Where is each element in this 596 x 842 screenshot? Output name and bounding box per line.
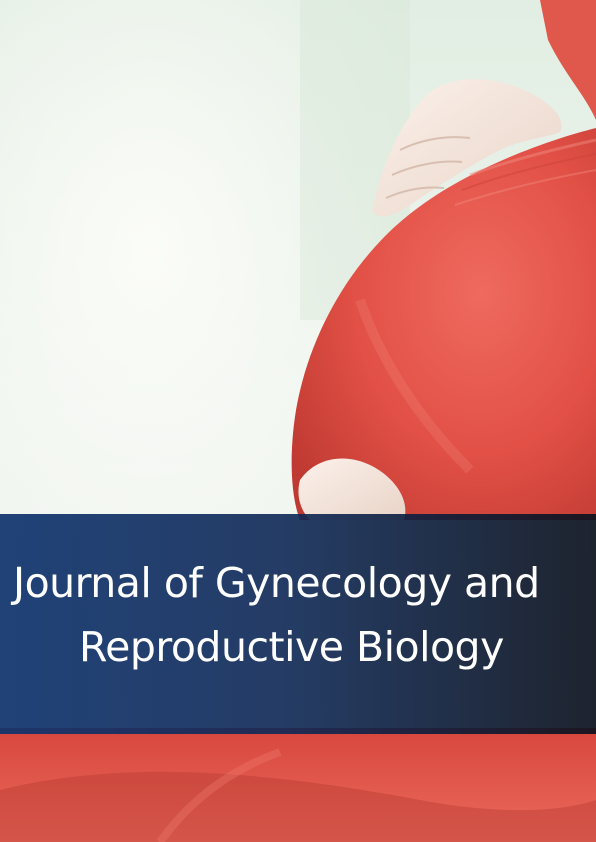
- title-banner: Journal of Gynecology and Reproductive B…: [0, 514, 596, 734]
- journal-title-line-1: Journal of Gynecology and: [13, 559, 540, 607]
- journal-title-line-2: Reproductive Biology: [79, 623, 504, 671]
